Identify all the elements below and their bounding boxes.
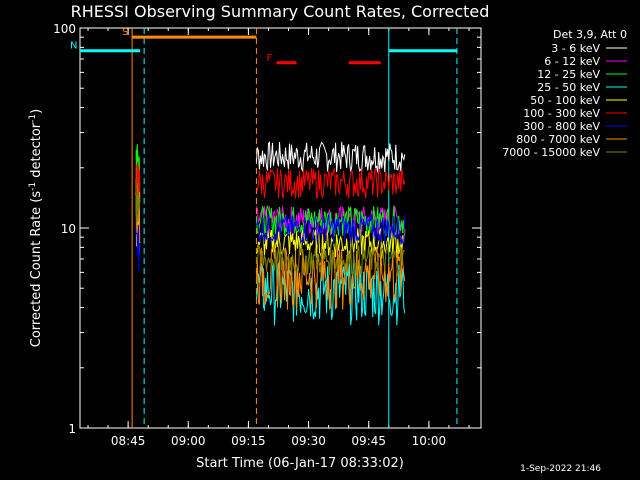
x-tick-label: 09:00 <box>171 434 206 448</box>
chart-title: RHESSI Observing Summary Count Rates, Co… <box>71 2 490 21</box>
footer-date: 1-Sep-2022 21:46 <box>520 464 601 474</box>
legend-label: 800 - 7000 keV <box>516 133 600 146</box>
x-tick-label: 09:30 <box>291 434 326 448</box>
x-axis-label: Start Time (06-Jan-17 08:33:02) <box>196 456 404 471</box>
legend-label: 25 - 50 keV <box>537 81 600 94</box>
series-line <box>135 182 406 276</box>
legend-title: Det 3,9, Att 0 <box>553 28 627 41</box>
plot-area: 08:45 09:00 09:15 09:30 09:45 10:00 1 10 100 S N F <box>53 22 482 448</box>
series-line <box>135 168 406 237</box>
y-tick-label: 1 <box>68 422 76 436</box>
legend-label: 6 - 12 keV <box>544 55 600 68</box>
y-tick-label: 100 <box>53 22 76 36</box>
y-axis-label: Corrected Count Rate (s-1 detector-1) <box>28 109 44 347</box>
legend-label: 300 - 800 keV <box>523 120 600 133</box>
x-tick-label: 08:45 <box>111 434 146 448</box>
y-tick-label: 10 <box>61 222 76 236</box>
legend-label: 100 - 300 keV <box>523 107 600 120</box>
legend-label: 3 - 6 keV <box>551 42 600 55</box>
flag-label: N <box>70 41 77 52</box>
flag-label: F <box>266 53 272 64</box>
legend-label: 50 - 100 keV <box>530 94 600 107</box>
flag-label: S <box>122 27 128 38</box>
legend-label: 12 - 25 keV <box>537 68 600 81</box>
x-tick-label: 10:00 <box>412 434 447 448</box>
x-tick-label: 09:45 <box>351 434 386 448</box>
x-tick-label: 09:15 <box>231 434 266 448</box>
legend-label: 7000 - 15000 keV <box>502 146 600 159</box>
